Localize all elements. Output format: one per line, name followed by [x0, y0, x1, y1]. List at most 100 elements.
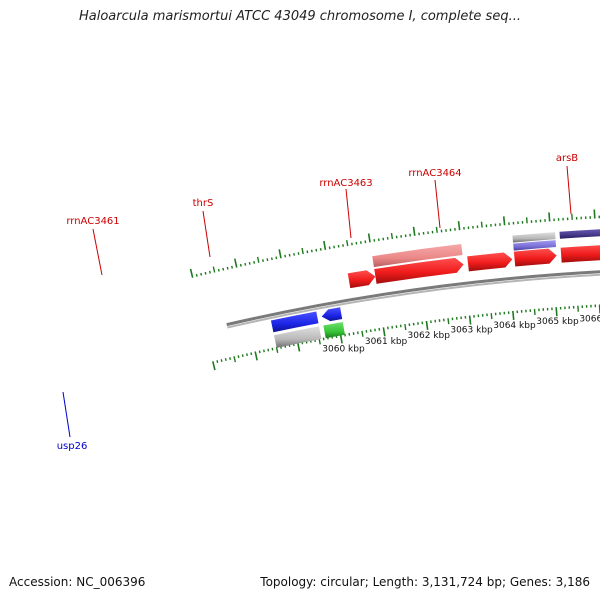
tick-mark — [593, 209, 596, 219]
gene-label[interactable]: arsB — [556, 153, 578, 164]
tick-mark — [217, 268, 220, 272]
tick-mark — [263, 349, 265, 353]
tick-mark — [216, 360, 219, 363]
tick-mark — [457, 221, 461, 231]
tick-mark — [361, 330, 364, 337]
tick-mark — [212, 361, 216, 371]
reverse-strand-tick-marks — [212, 304, 600, 371]
tick-mark — [288, 253, 291, 257]
kbp-scale-label: 3064 kbp — [493, 321, 536, 331]
map-title: Haloarcula marismortui ATCC 43049 chromo… — [79, 9, 521, 24]
tick-mark — [271, 347, 274, 351]
tick-mark — [262, 259, 264, 262]
backbone-dark-line — [226, 270, 600, 327]
gene-label[interactable]: rrnAC3463 — [319, 178, 372, 189]
tick-mark — [208, 270, 211, 274]
gene-feature-arrow[interactable] — [347, 270, 376, 289]
genes-label: Genes: — [509, 575, 552, 589]
genes-value: 3,186 — [555, 575, 590, 589]
tick-mark — [239, 263, 242, 267]
gene-label-leader — [92, 228, 103, 276]
tick-mark — [234, 258, 238, 268]
tick-mark — [468, 315, 472, 325]
tick-mark — [323, 240, 327, 251]
tick-mark — [346, 239, 349, 247]
tick-mark — [296, 342, 301, 352]
tick-mark — [222, 267, 225, 271]
tick-mark — [301, 247, 304, 255]
tick-mark — [480, 221, 483, 228]
gene-labels: rrnAC3461 thrS rrnAC3463 rrnAC3464 arsB usp26 — [57, 153, 579, 452]
tick-mark — [270, 257, 273, 261]
tick-mark — [220, 359, 223, 362]
tick-mark — [555, 307, 558, 317]
tick-mark — [224, 358, 227, 361]
gene-feature-arrow[interactable] — [467, 252, 513, 272]
gene-label[interactable]: rrnAC3464 — [408, 168, 461, 179]
tick-mark — [412, 226, 416, 236]
gene-label-leader — [345, 188, 352, 239]
topology-value: circular — [320, 575, 365, 589]
gene-label-leader — [62, 391, 71, 438]
gene-feature-arrow[interactable] — [323, 321, 345, 339]
accession-value: NC_006396 — [76, 575, 146, 589]
genome-summary-footer: Topology: circular; Length: 3,131,724 bp… — [260, 575, 590, 589]
tick-mark — [512, 310, 515, 320]
kbp-scale-label: 3061 kbp — [365, 337, 408, 347]
tick-mark — [233, 356, 237, 363]
kbp-scale-label: 3065 kbp — [536, 317, 579, 327]
tick-mark — [278, 249, 282, 259]
gene-label[interactable]: usp26 — [57, 441, 88, 452]
gene-feature-arrow[interactable] — [513, 240, 557, 251]
gene-feature-arrow[interactable] — [270, 311, 319, 333]
tick-mark — [382, 327, 386, 337]
tick-mark — [404, 323, 407, 331]
gene-label[interactable]: rrnAC3461 — [66, 216, 119, 227]
tick-mark — [250, 352, 253, 356]
topology-label: Topology: — [260, 575, 317, 589]
gene-label[interactable]: thrS — [193, 198, 214, 209]
kbp-scale-label: 3066 kbp — [579, 314, 600, 324]
tick-mark — [435, 226, 438, 233]
forward-strand-tick-marks — [189, 209, 600, 278]
tick-mark — [241, 354, 244, 358]
tick-mark — [189, 268, 194, 278]
backbone-light-line — [227, 273, 600, 329]
tick-mark — [253, 261, 256, 264]
tick-mark — [447, 318, 450, 325]
gene-features — [270, 228, 600, 348]
tick-mark — [339, 334, 343, 344]
gene-label-leader — [202, 210, 211, 258]
tick-mark — [425, 320, 429, 331]
tick-mark — [490, 313, 493, 320]
tick-mark — [229, 357, 232, 360]
tick-mark — [246, 353, 248, 357]
tick-mark — [204, 271, 207, 275]
gene-feature-arrow[interactable] — [512, 232, 556, 243]
tick-mark — [256, 256, 260, 263]
gene-feature-arrow[interactable] — [374, 257, 464, 284]
chromosome-backbone — [226, 270, 600, 329]
gene-label-leader — [566, 165, 572, 215]
tick-mark — [548, 212, 551, 222]
tick-mark — [244, 262, 247, 266]
kbp-scale-label: 3063 kbp — [450, 325, 493, 335]
tick-mark — [525, 217, 528, 224]
tick-mark — [367, 233, 371, 243]
gene-feature-arrow[interactable] — [560, 244, 600, 263]
tick-mark — [502, 216, 506, 226]
tick-mark — [533, 308, 536, 315]
gene-feature-arrow[interactable] — [559, 228, 600, 239]
tick-mark — [231, 265, 233, 269]
tick-mark — [390, 232, 394, 240]
gene-feature-arrow[interactable] — [372, 244, 463, 268]
tick-mark — [200, 272, 203, 276]
gene-feature-arrow[interactable] — [513, 248, 557, 267]
tick-mark — [275, 346, 279, 353]
gene-feature-arrow[interactable] — [274, 326, 322, 348]
tick-mark — [266, 258, 269, 262]
gene-label-leader — [434, 179, 441, 229]
gene-feature-arrow[interactable] — [321, 307, 343, 322]
